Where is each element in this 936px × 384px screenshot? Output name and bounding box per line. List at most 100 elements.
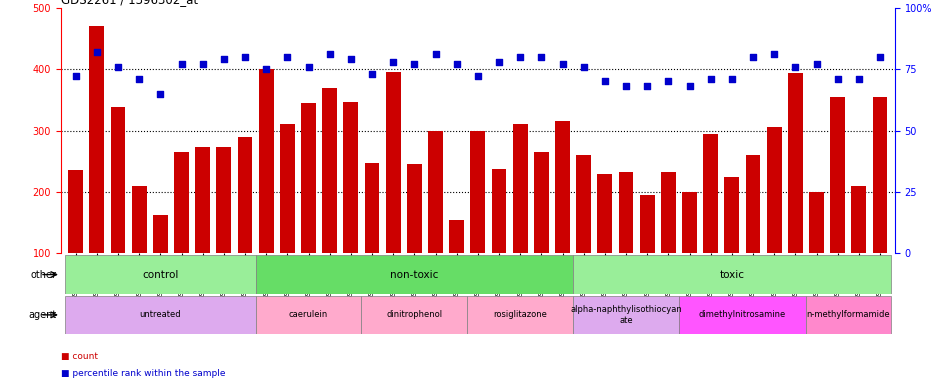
- Bar: [724, 177, 739, 315]
- Bar: [573, 296, 679, 334]
- Text: alpha-naphthylisothiocyan
ate: alpha-naphthylisothiocyan ate: [569, 305, 681, 324]
- Point: [554, 61, 569, 67]
- Text: ■ percentile rank within the sample: ■ percentile rank within the sample: [61, 369, 226, 378]
- Text: control: control: [142, 270, 179, 280]
- Point: [89, 49, 104, 55]
- Bar: [132, 186, 146, 315]
- Text: non-toxic: non-toxic: [389, 270, 438, 280]
- Point: [386, 59, 401, 65]
- Point: [639, 83, 654, 89]
- Bar: [871, 97, 886, 315]
- Bar: [639, 195, 654, 315]
- Bar: [364, 162, 379, 315]
- Bar: [805, 296, 889, 334]
- Point: [512, 54, 527, 60]
- Point: [258, 66, 273, 72]
- Bar: [491, 169, 505, 315]
- Point: [491, 59, 506, 65]
- Bar: [344, 102, 358, 315]
- Point: [808, 61, 823, 67]
- Point: [238, 54, 253, 60]
- Point: [153, 91, 168, 97]
- Bar: [216, 147, 231, 315]
- Point: [576, 64, 591, 70]
- Bar: [256, 255, 573, 294]
- Text: caerulein: caerulein: [288, 310, 328, 319]
- Bar: [512, 124, 527, 315]
- Point: [702, 76, 717, 82]
- Text: dimethylnitrosamine: dimethylnitrosamine: [698, 310, 785, 319]
- Point: [406, 61, 421, 67]
- Bar: [787, 73, 802, 315]
- Text: toxic: toxic: [719, 270, 743, 280]
- Bar: [68, 170, 83, 315]
- Text: other: other: [30, 270, 56, 280]
- Text: GDS2261 / 1396302_at: GDS2261 / 1396302_at: [61, 0, 197, 7]
- Point: [216, 56, 231, 62]
- Bar: [66, 296, 256, 334]
- Point: [787, 64, 802, 70]
- Bar: [597, 174, 611, 315]
- Bar: [238, 137, 252, 315]
- Point: [660, 78, 675, 84]
- Point: [174, 61, 189, 67]
- Text: rosiglitazone: rosiglitazone: [492, 310, 547, 319]
- Point: [322, 51, 337, 58]
- Point: [851, 76, 866, 82]
- Text: agent: agent: [28, 310, 56, 320]
- Point: [364, 71, 379, 77]
- Point: [534, 54, 548, 60]
- Bar: [470, 131, 485, 315]
- Point: [343, 56, 358, 62]
- Bar: [534, 152, 548, 315]
- Point: [280, 54, 295, 60]
- Bar: [766, 127, 781, 315]
- Bar: [618, 172, 633, 315]
- Bar: [153, 215, 168, 315]
- Bar: [428, 131, 443, 315]
- Point: [195, 61, 210, 67]
- Bar: [851, 186, 866, 315]
- Bar: [467, 296, 573, 334]
- Point: [597, 78, 612, 84]
- Bar: [195, 147, 210, 315]
- Bar: [809, 192, 823, 315]
- Bar: [576, 155, 591, 315]
- Bar: [829, 97, 844, 315]
- Text: dinitrophenol: dinitrophenol: [386, 310, 442, 319]
- Bar: [174, 152, 189, 315]
- Bar: [256, 296, 361, 334]
- Bar: [322, 88, 337, 315]
- Point: [871, 54, 886, 60]
- Point: [618, 83, 633, 89]
- Point: [681, 83, 696, 89]
- Bar: [745, 155, 760, 315]
- Bar: [660, 172, 675, 315]
- Bar: [573, 255, 889, 294]
- Bar: [554, 121, 569, 315]
- Point: [470, 73, 485, 79]
- Point: [745, 54, 760, 60]
- Text: n-methylformamide: n-methylformamide: [806, 310, 889, 319]
- Point: [766, 51, 781, 58]
- Text: untreated: untreated: [139, 310, 181, 319]
- Bar: [66, 255, 256, 294]
- Bar: [300, 103, 315, 315]
- Bar: [386, 72, 401, 315]
- Bar: [361, 296, 467, 334]
- Point: [829, 76, 844, 82]
- Bar: [703, 134, 717, 315]
- Bar: [679, 296, 805, 334]
- Bar: [89, 26, 104, 315]
- Bar: [681, 192, 696, 315]
- Bar: [258, 69, 273, 315]
- Bar: [449, 220, 463, 315]
- Point: [300, 64, 315, 70]
- Bar: [406, 164, 421, 315]
- Point: [110, 64, 125, 70]
- Point: [68, 73, 83, 79]
- Bar: [280, 124, 295, 315]
- Text: ■ count: ■ count: [61, 352, 97, 361]
- Point: [132, 76, 147, 82]
- Point: [724, 76, 739, 82]
